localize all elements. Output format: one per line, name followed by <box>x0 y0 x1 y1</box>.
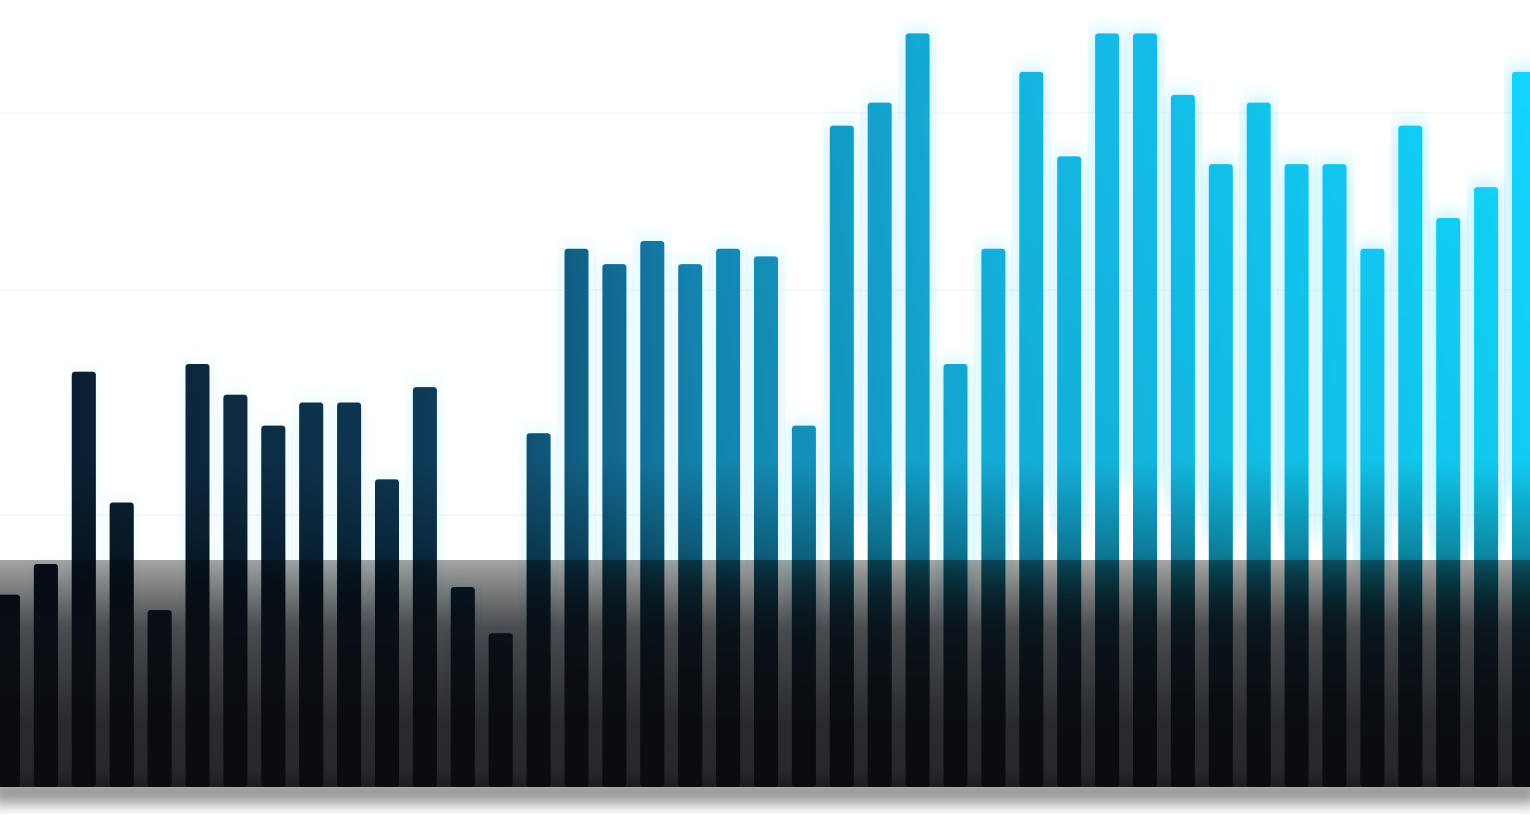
bar-shade <box>981 248 1006 787</box>
bar-shading <box>0 33 1530 788</box>
bar-shade <box>1246 102 1271 788</box>
bar-shade <box>1019 71 1044 787</box>
bar-shade <box>526 433 551 787</box>
bar-shade <box>1512 71 1530 787</box>
bar-shade <box>261 425 286 787</box>
bar-shade <box>0 594 20 787</box>
bar-shade <box>1095 33 1120 787</box>
bar-shade <box>791 425 816 787</box>
bar-shade <box>754 256 778 787</box>
bar-shade <box>905 33 930 787</box>
bar-shade <box>1398 125 1423 787</box>
bar-shade <box>375 479 399 787</box>
bar-shade <box>109 502 134 787</box>
bar-shade <box>185 364 210 787</box>
bar-shade <box>1208 164 1233 788</box>
bar-shade <box>450 587 475 787</box>
bar-shade <box>147 610 172 787</box>
bar-shade <box>829 125 854 787</box>
bar-shade <box>867 102 892 788</box>
bar-shade <box>1057 156 1082 788</box>
bar-shade <box>943 364 968 787</box>
bar-shade <box>640 241 665 787</box>
bar-shade <box>1284 164 1309 788</box>
bar-shade <box>1474 187 1499 787</box>
bar-shade <box>299 402 324 787</box>
bar-shade <box>337 402 362 787</box>
bar-shade <box>412 387 437 787</box>
bar-shade <box>716 248 741 787</box>
bar-shade <box>602 264 627 788</box>
bar-shade <box>1322 164 1347 788</box>
bar-shade <box>33 563 58 787</box>
bar-shade <box>1170 94 1195 787</box>
bar-shade <box>678 264 703 788</box>
bar-shade <box>1360 248 1385 787</box>
bar-shade <box>1133 33 1157 787</box>
bar-shade <box>223 394 248 787</box>
bar-shade <box>1436 217 1461 787</box>
bar-shade <box>564 248 589 787</box>
bar-shade <box>488 633 513 787</box>
bar-shade <box>71 371 96 787</box>
